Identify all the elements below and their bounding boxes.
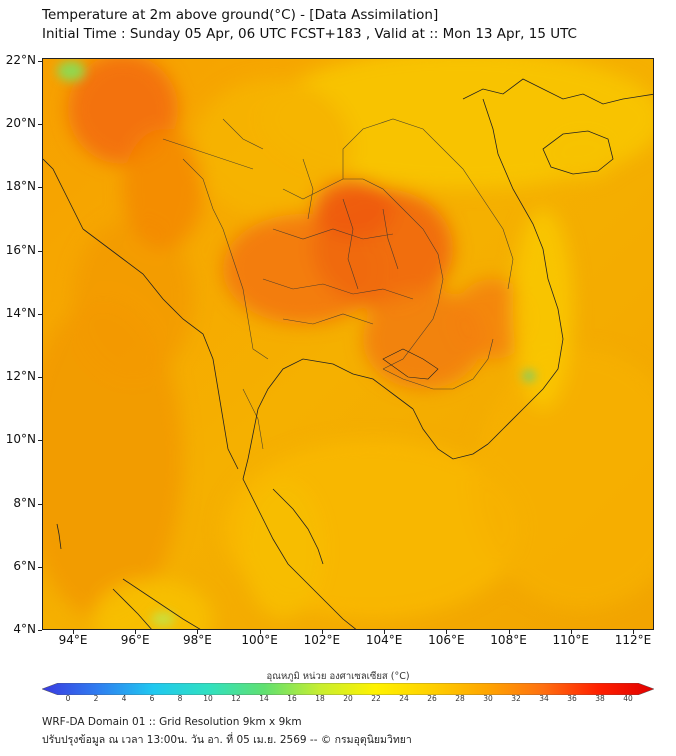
lat-tick-label: 18°N	[5, 179, 36, 194]
lat-tick	[38, 377, 42, 379]
colorbar-tick-label: 14	[259, 694, 269, 703]
lon-tick	[259, 630, 261, 634]
country-borders	[162, 118, 514, 450]
colorbar-tick-label: 10	[203, 694, 213, 703]
lat-tick-label: 22°N	[5, 53, 36, 67]
lon-tick-label: 98°E	[183, 633, 212, 647]
lon-tick-label: 96°E	[120, 633, 150, 647]
lat-tick	[38, 630, 42, 631]
colorbar-tick-label: 24	[399, 694, 409, 703]
colorbar-tick-label: 40	[623, 694, 633, 703]
lon-tick-label: 100°E	[241, 633, 278, 647]
lat-tick	[38, 187, 42, 189]
lat-tick	[38, 566, 42, 568]
lon-tick-label: 102°E	[303, 633, 341, 647]
cool-spots	[57, 61, 535, 626]
colorbar-tick-label: 34	[539, 694, 549, 703]
lon-tick	[508, 630, 510, 634]
chart-title: Temperature at 2m above ground(°C) - [Da…	[42, 7, 439, 23]
lon-tick	[570, 630, 572, 634]
colorbar-tick-label: 2	[93, 694, 99, 703]
lat-tick	[38, 313, 42, 315]
colorbar-tick-label: 6	[149, 694, 155, 703]
colorbar-tick-label: 18	[315, 694, 325, 703]
lon-tick	[197, 630, 199, 634]
chart-subtitle: Initial Time : Sunday 05 Apr, 06 UTC FCS…	[42, 26, 577, 42]
colorbar-tick-label: 36	[567, 694, 577, 703]
temperature-map[interactable]	[42, 58, 654, 630]
colorbar-tick-label: 4	[121, 694, 127, 703]
colorbar-tick-label: 32	[511, 694, 521, 703]
lat-tick-label: 16°N	[5, 242, 36, 257]
lat-tick-label: 12°N	[5, 369, 36, 384]
lon-tick-label: 112°E	[614, 633, 652, 647]
colorbar-tick-label: 30	[483, 694, 493, 703]
lon-tick	[73, 630, 74, 634]
lake-outline	[382, 348, 439, 380]
colorbar-tick-label: 22	[371, 694, 381, 703]
colorbar-tick-label: 0	[65, 694, 71, 703]
lon-tick	[135, 630, 137, 634]
lon-tick	[633, 630, 634, 634]
colorbar-ticks: 0 2 4 6 8 10 12 14 16 18 20 22 24 26 28 30 32 34 36 38 40	[0, 694, 676, 706]
lon-tick-label: 106°E	[428, 633, 465, 647]
lat-tick-label: 14°N	[5, 305, 36, 320]
lat-tick	[38, 250, 42, 252]
lat-tick-label: 4°N	[13, 622, 36, 636]
lat-tick-label: 10°N	[5, 432, 36, 447]
lon-tick	[446, 630, 448, 634]
lat-tick	[38, 61, 42, 62]
lat-tick-label: 20°N	[5, 116, 36, 131]
lat-tick	[38, 124, 42, 126]
colorbar-tick-label: 28	[455, 694, 465, 703]
colorbar-tick-label: 38	[595, 694, 605, 703]
coastlines	[43, 78, 653, 629]
colorbar-tick-label: 26	[427, 694, 437, 703]
colorbar-label: อุณหภูมิ หน่วย องศาเซลเซียส (°C)	[266, 671, 410, 682]
footer-model-info: WRF-DA Domain 01 :: Grid Resolution 9km …	[42, 716, 302, 728]
colorbar	[41, 680, 655, 696]
lat-tick	[38, 503, 42, 505]
temperature-field	[43, 59, 653, 629]
lon-tick-label: 104°E	[365, 633, 403, 647]
lat-tick-label: 8°N	[13, 495, 36, 510]
colorbar-tick-label: 12	[231, 694, 241, 703]
lon-tick-label: 108°E	[490, 633, 527, 647]
lon-tick	[321, 630, 323, 634]
footer-update-info: ปรับปรุงข้อมูล ณ เวลา 13:00น. วัน อา. ที…	[42, 734, 412, 746]
lon-tick	[384, 630, 386, 634]
lon-tick-label: 94°E	[58, 633, 88, 647]
colorbar-tick-label: 16	[287, 694, 297, 703]
colorbar-tick-label: 8	[177, 694, 183, 703]
colorbar-tick-label: 20	[343, 694, 353, 703]
lon-tick-label: 110°E	[552, 633, 590, 647]
lat-tick	[38, 440, 42, 442]
lat-tick-label: 6°N	[13, 558, 36, 573]
